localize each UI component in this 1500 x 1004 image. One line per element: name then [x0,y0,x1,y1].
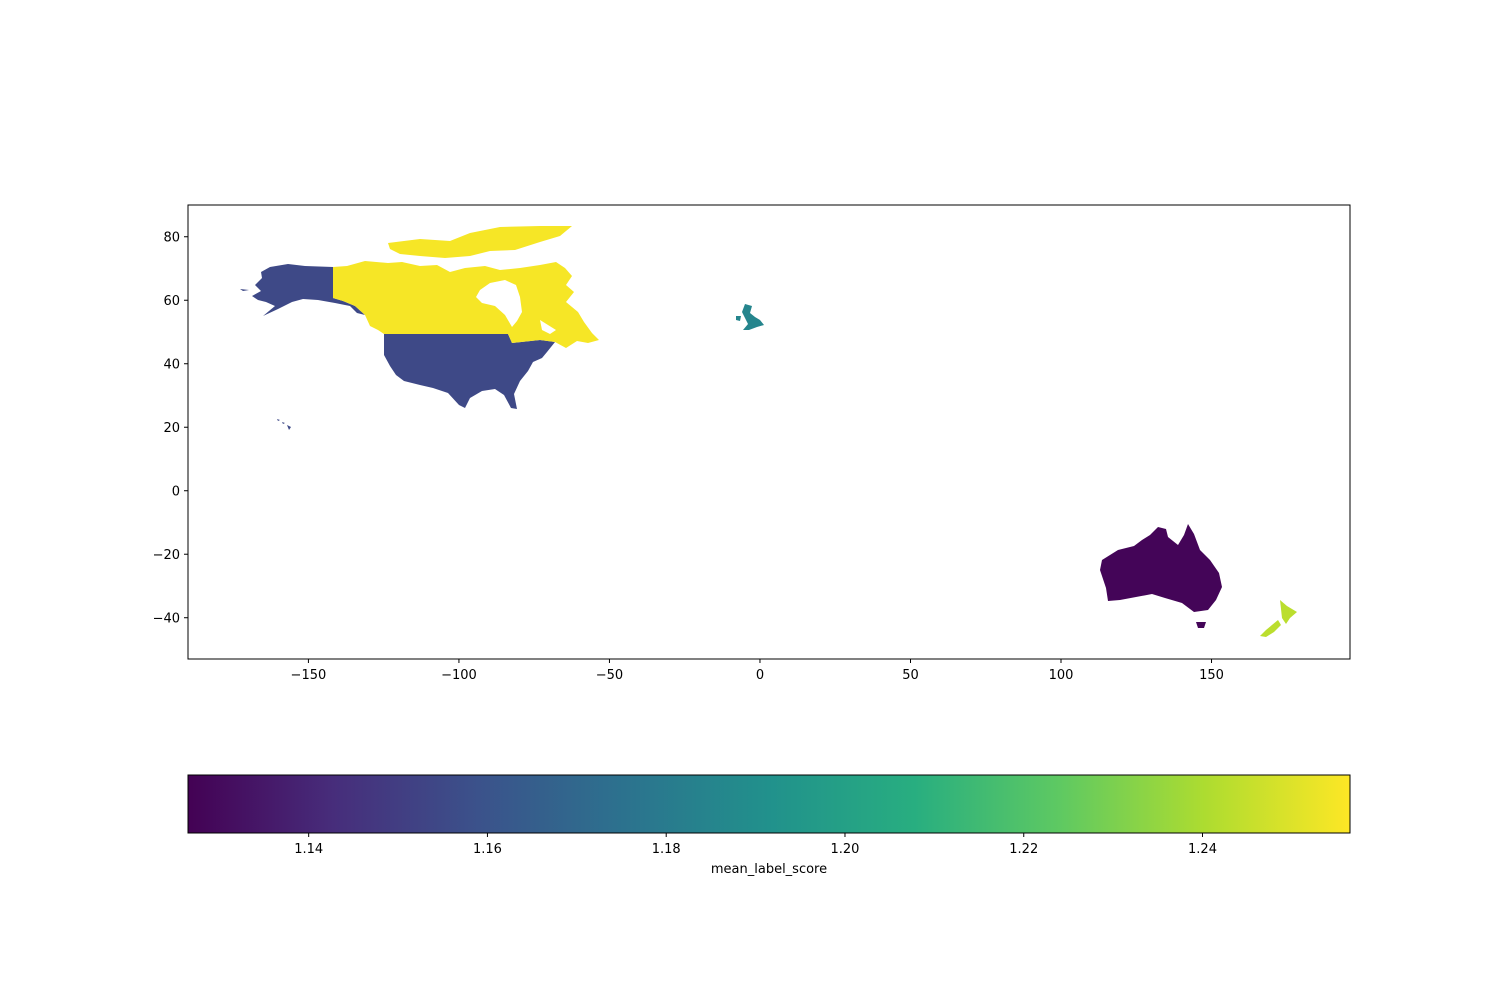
colorbar-tick-label: 1.24 [1188,842,1217,857]
y-tick-label: −40 [153,612,180,627]
colorbar-tick-label: 1.18 [652,842,681,857]
y-tick-label: 20 [163,421,180,436]
region-usa [240,264,555,430]
hudson-bay [476,280,522,327]
x-axis: −150 −100 −50 0 50 100 150 [291,659,1224,683]
y-tick-label: 80 [163,231,180,246]
colorbar-tick-label: 1.16 [473,842,502,857]
region-australia [1100,524,1222,628]
y-tick-label: −20 [153,548,180,563]
x-tick-label: −100 [441,668,477,683]
x-tick-label: 0 [756,668,764,683]
region-uk [736,304,764,330]
x-tick-label: 50 [902,668,919,683]
y-tick-label: 0 [172,485,180,500]
colorbar-tick-label: 1.14 [294,842,323,857]
colorbar-tick-label: 1.22 [1009,842,1038,857]
colorbar-tick-label: 1.20 [831,842,860,857]
colorbar-gradient [187,774,1351,834]
great-lakes [540,320,556,334]
y-axis: 80 60 40 20 0 −20 −40 [153,231,188,627]
x-tick-label: −150 [291,668,327,683]
region-canada [333,226,599,348]
colorbar-label: mean_label_score [711,862,827,877]
colorbar: 1.14 1.16 1.18 1.20 1.22 1.24 mean_label_scor… [187,774,1351,877]
y-tick-label: 40 [163,358,180,373]
y-tick-label: 60 [163,294,180,309]
x-tick-label: −50 [596,668,623,683]
colorbar-ticks: 1.14 1.16 1.18 1.20 1.22 1.24 [294,833,1217,857]
map-plot-area [187,204,1351,660]
region-new-zealand [1260,600,1297,637]
x-tick-label: 150 [1199,668,1224,683]
x-tick-label: 100 [1049,668,1074,683]
